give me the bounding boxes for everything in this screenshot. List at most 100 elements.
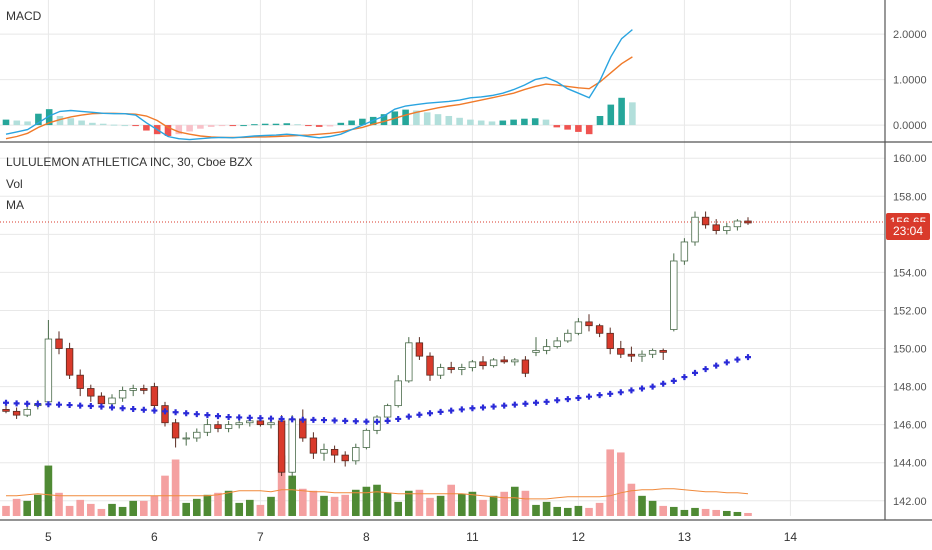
price-tick-label: 148.00 (893, 382, 927, 394)
volume-bar (648, 500, 657, 516)
macd-histogram-bar (423, 112, 431, 126)
ma-marker (533, 399, 539, 406)
ma-marker (384, 417, 391, 424)
volume-bar (394, 501, 403, 516)
ma-marker (162, 408, 168, 415)
x-tick-label: 12 (572, 530, 586, 544)
candle-body (542, 346, 551, 351)
macd-histogram-bar (488, 121, 496, 126)
candle-body (436, 367, 445, 376)
volume-bar (76, 499, 85, 516)
ma-marker (130, 406, 137, 413)
macd-histogram-bar (402, 109, 409, 126)
ma-marker (66, 402, 73, 409)
volume-bar (23, 500, 32, 516)
macd-title[interactable]: MACD (6, 9, 42, 23)
ma-marker (511, 401, 518, 408)
macd-histogram-bar (607, 104, 615, 126)
volume-bar (436, 495, 445, 516)
candle-body (97, 395, 106, 405)
macd-histogram-bar (35, 113, 42, 126)
volume-label[interactable]: Vol (6, 177, 23, 191)
candle-body (627, 353, 636, 357)
ma-marker (713, 362, 720, 369)
ma-marker (469, 405, 476, 412)
x-tick-label: 8 (363, 530, 370, 544)
macd-histogram-bar (359, 118, 366, 126)
macd-histogram-bar (618, 97, 625, 126)
candle-body (65, 348, 74, 376)
price-tick-label: 160.00 (893, 153, 927, 165)
candle-body (277, 420, 286, 473)
macd-histogram-bar (78, 120, 85, 126)
candle-body (235, 422, 243, 426)
ma-marker (458, 406, 465, 413)
macd-histogram-bar (143, 125, 150, 131)
volume-bar (320, 495, 328, 516)
grid-lines (0, 0, 885, 516)
price-candles (0, 211, 885, 478)
volume-bar (680, 509, 689, 516)
volume-bar (108, 503, 116, 516)
volume-bar (171, 459, 180, 516)
volume-bar (256, 504, 265, 516)
volume-bar (182, 502, 191, 516)
candle-body (87, 388, 95, 397)
macd-histogram-bar (207, 125, 215, 127)
candle-body (574, 321, 583, 334)
macd-histogram-bar (553, 125, 561, 128)
macd-histogram-bar (272, 123, 280, 126)
ma-marker (575, 395, 582, 402)
ma-marker (24, 400, 31, 407)
volume-bar (33, 494, 42, 516)
candle-body (468, 361, 477, 368)
price-tick-label: 154.00 (893, 267, 927, 279)
volume-ma-line (6, 488, 749, 500)
volume-bar (521, 490, 530, 516)
ma-marker (702, 366, 709, 373)
candle-body (118, 389, 127, 399)
volume-bar (616, 452, 625, 516)
candle-body (2, 409, 10, 412)
candle-body (595, 325, 604, 334)
volume-bar (500, 491, 509, 516)
candle-body (224, 424, 233, 429)
candle-body (447, 367, 455, 370)
macd-histogram-bar (510, 119, 517, 126)
ma-marker (321, 417, 327, 424)
ma-marker (119, 405, 126, 412)
volume-bar (362, 486, 371, 516)
ma-marker (140, 406, 147, 413)
macd-tick-label: 0.0000 (893, 120, 927, 132)
macd-histogram-bar (175, 125, 183, 135)
ma-marker (352, 418, 359, 425)
ma-marker (45, 401, 52, 408)
ma-marker (278, 415, 285, 422)
ma-marker (554, 397, 561, 404)
candle-body (288, 418, 296, 473)
volume-bar (341, 494, 350, 516)
candle-body (415, 342, 424, 357)
volume-bar (288, 475, 297, 516)
macd-histogram-bar (477, 120, 485, 126)
volume-bar (97, 508, 106, 516)
ma-marker (331, 417, 338, 424)
candle-body (500, 359, 508, 363)
candle-body (532, 350, 540, 353)
candle-body (108, 397, 116, 405)
volume-bar (553, 506, 562, 516)
price-title[interactable]: LULULEMON ATHLETICA INC, 30, Cboe BZX (6, 155, 253, 169)
ma-markers (3, 354, 751, 425)
countdown-value: 23:04 (893, 224, 923, 238)
candle-body (638, 353, 646, 357)
volume-bar (542, 501, 551, 516)
volume-bar (574, 505, 583, 516)
ma-marker (617, 389, 624, 396)
candle-body (659, 350, 667, 353)
macd-histogram-bar (24, 121, 31, 126)
macd-histogram-bar (67, 118, 75, 126)
ma-label[interactable]: MA (6, 198, 24, 212)
candle-body (521, 359, 530, 374)
